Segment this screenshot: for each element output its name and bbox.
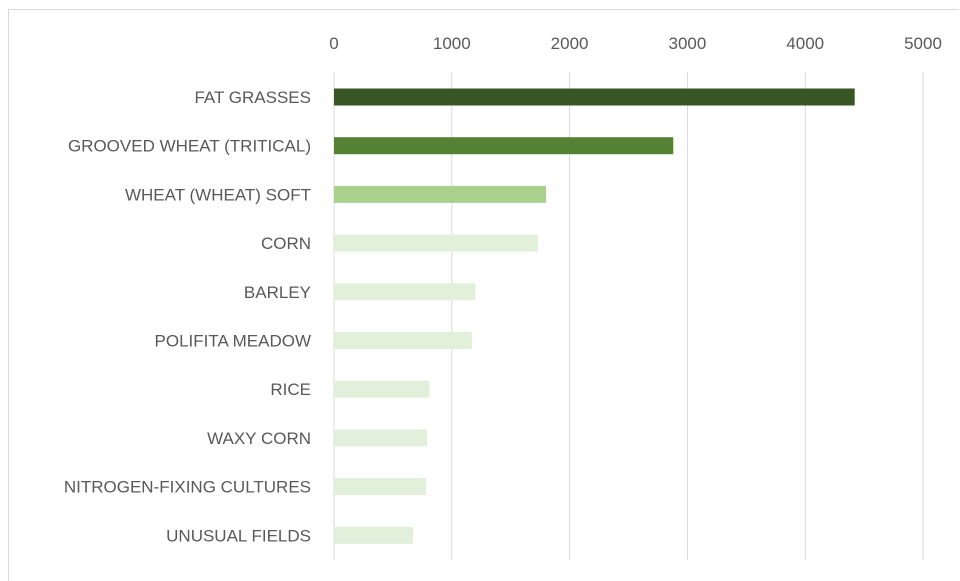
category-label: RICE: [270, 380, 311, 399]
x-tick-label: 5000: [904, 34, 942, 53]
bar-5: [334, 283, 476, 301]
category-label: FAT GRASSES: [194, 88, 311, 107]
bar-10: [334, 526, 413, 544]
category-label: WAXY CORN: [207, 429, 311, 448]
category-label: NITROGEN-FIXING CULTURES: [64, 478, 311, 497]
x-axis-ticks: 0 1000 2000 3000 4000 5000: [329, 34, 942, 53]
bar-4: [334, 234, 538, 252]
bar-7: [334, 380, 430, 398]
bar-9: [334, 478, 426, 496]
x-tick-label: 1000: [433, 34, 471, 53]
category-label: GROOVED WHEAT (TRITICAL): [68, 137, 311, 156]
bar-3: [334, 185, 547, 203]
bars: [334, 88, 855, 544]
bar-6: [334, 332, 472, 349]
x-tick-label: 0: [329, 34, 338, 53]
x-tick-label: 3000: [668, 34, 706, 53]
category-label: POLIFITA MEADOW: [155, 332, 311, 351]
x-tick-label: 2000: [551, 34, 589, 53]
category-labels: FAT GRASSES GROOVED WHEAT (TRITICAL) WHEAT…: [64, 88, 311, 545]
category-label: WHEAT (WHEAT) SOFT: [125, 185, 311, 204]
bar-1: [334, 88, 855, 106]
category-label: UNUSUAL FIELDS: [166, 526, 311, 545]
bar-2: [334, 137, 674, 155]
category-label: BARLEY: [244, 283, 311, 302]
category-label: CORN: [261, 234, 311, 253]
bar-8: [334, 429, 428, 447]
x-tick-label: 4000: [786, 34, 824, 53]
